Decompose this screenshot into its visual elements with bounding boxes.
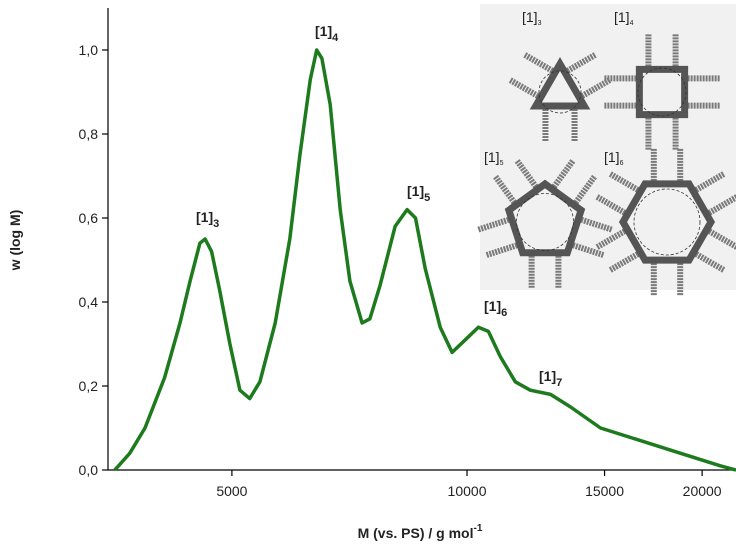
peak-label-sub: 5	[424, 192, 430, 204]
y-tick-label: 0,4	[79, 294, 99, 310]
x-tick-label: 15000	[585, 483, 624, 499]
y-tick-label: 0,8	[79, 126, 99, 142]
peak-label-text: [1]	[484, 298, 501, 314]
inset-label-sub: 5	[500, 160, 504, 167]
x-tick-label: 20000	[683, 483, 722, 499]
x-axis-label: M (vs. PS) / g mol-1	[358, 523, 483, 541]
inset-label-sub: 3	[538, 20, 542, 27]
y-tick-label: 1,0	[79, 42, 99, 58]
inset-label-text: [1]	[484, 149, 500, 165]
peak-label-text: [1]	[196, 209, 213, 225]
inset-label-text: [1]	[522, 9, 538, 25]
peak-label: [1]7	[539, 368, 562, 389]
peak-label: [1]6	[484, 298, 507, 319]
peak-label-sub: 6	[501, 307, 507, 319]
inset-label-text: [1]	[614, 9, 630, 25]
peak-label-text: [1]	[539, 368, 556, 384]
inset-label-sub: 4	[630, 20, 634, 27]
peak-label-sub: 3	[213, 218, 219, 230]
y-axis-label: w (log M)	[7, 210, 23, 272]
peak-label: [1]4	[315, 23, 339, 44]
peak-label: [1]3	[196, 209, 219, 230]
x-axis-label-sup: -1	[474, 523, 483, 534]
chart: [1]3[1]4[1]5[1]6 w (log M) M (vs. PS) / …	[0, 0, 736, 552]
x-axis-label-text: M (vs. PS) / g mol	[358, 525, 474, 541]
y-tick-label: 0,0	[79, 462, 99, 478]
y-tick-label: 0,2	[79, 378, 99, 394]
inset-label-text: [1]	[604, 149, 620, 165]
x-tick-label: 10000	[448, 483, 487, 499]
peak-label: [1]5	[407, 183, 430, 204]
peak-label-text: [1]	[407, 183, 424, 199]
peak-label-text: [1]	[315, 23, 332, 39]
x-tick-label: 5000	[216, 483, 247, 499]
peak-label-sub: 7	[556, 377, 562, 389]
inset-label-sub: 6	[620, 160, 624, 167]
y-tick-label: 0,6	[79, 210, 99, 226]
peak-label-sub: 4	[332, 32, 339, 44]
